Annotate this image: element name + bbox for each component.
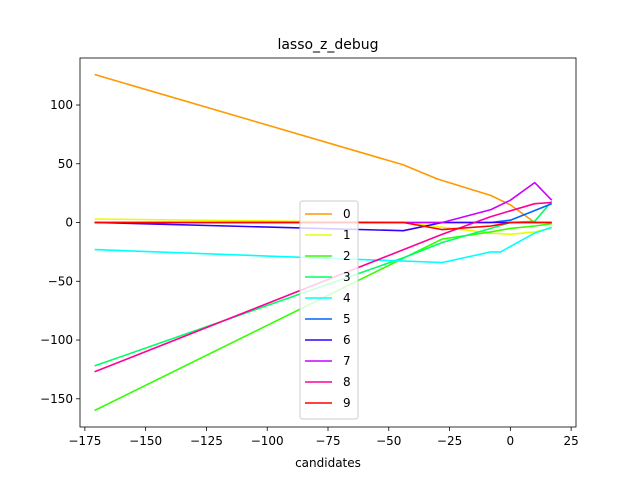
legend-label-0: 0: [343, 207, 351, 221]
x-axis-label: candidates: [295, 456, 361, 470]
x-tick-label: −100: [251, 434, 284, 448]
legend-label-7: 7: [343, 354, 351, 368]
y-tick-label: 0: [65, 216, 73, 230]
legend-label-1: 1: [343, 228, 351, 242]
chart-title: lasso_z_debug: [277, 37, 378, 53]
series-line-8: [94, 201, 552, 373]
legend-label-4: 4: [343, 291, 351, 305]
x-tick-label: 0: [507, 434, 515, 448]
x-tick-label: −175: [68, 434, 101, 448]
x-axis-ticks: −175 −150 −125 −100 −75 −50 −25 0 25: [68, 427, 579, 448]
series-line-3: [94, 200, 553, 367]
legend-label-9: 9: [343, 396, 351, 410]
legend-label-6: 6: [343, 333, 351, 347]
legend-label-2: 2: [343, 249, 351, 263]
y-tick-label: −50: [48, 274, 73, 288]
legend: 0 1 2 3 4 5 6 7 8 9: [299, 200, 359, 420]
x-tick-label: −150: [129, 434, 162, 448]
series-line-9: [94, 221, 552, 231]
series-line-2: [94, 222, 552, 412]
legend-label-3: 3: [343, 270, 351, 284]
legend-label-5: 5: [343, 312, 351, 326]
x-tick-label: −75: [315, 434, 340, 448]
y-tick-label: 50: [58, 157, 73, 171]
x-tick-label: −25: [437, 434, 462, 448]
series-line-4: [94, 226, 552, 264]
x-tick-label: 25: [563, 434, 578, 448]
y-tick-label: −150: [40, 392, 73, 406]
series-layer: [94, 73, 553, 412]
y-tick-label: −100: [40, 333, 73, 347]
y-tick-label: 100: [50, 98, 73, 112]
y-axis-ticks: −150 −100 −50 0 50 100: [40, 98, 80, 406]
x-tick-label: −50: [376, 434, 401, 448]
x-tick-label: −125: [190, 434, 223, 448]
legend-label-8: 8: [343, 375, 351, 389]
